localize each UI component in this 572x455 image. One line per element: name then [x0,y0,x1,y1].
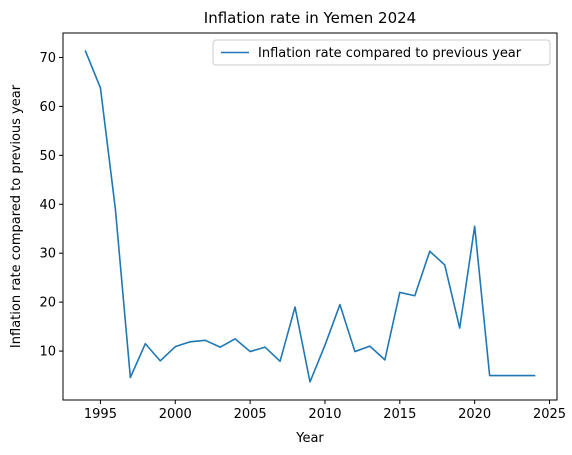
x-tick-label: 2000 [159,407,192,422]
series-line-0 [84,50,536,383]
y-tick-label: 40 [39,198,56,213]
y-tick-label: 20 [39,296,56,311]
y-tick-label: 30 [39,247,56,262]
x-tick-label: 2020 [458,407,491,422]
chart-title: Inflation rate in Yemen 2024 [204,9,416,27]
x-tick-label: 2025 [533,407,566,422]
legend: Inflation rate compared to previous year [212,39,551,66]
x-tick-label: 2010 [308,407,341,422]
x-tick-label: 1995 [84,407,117,422]
axes-frame [62,32,558,401]
plot-area: 1995 2000 2005 2010 2015 2020 2025 10 20 30 40 50 60… [39,32,566,422]
legend-label: Inflation rate compared to previous year [258,46,522,61]
x-tick-label: 2005 [234,407,267,422]
y-axis-label: Inflation rate compared to previous year [9,84,24,348]
y-tick-label: 10 [39,345,56,360]
y-tick-label: 50 [39,149,56,164]
x-axis-label: Year [295,431,324,446]
y-tick-label: 60 [39,100,56,115]
y-tick-label: 70 [39,51,56,66]
x-tick-label: 2015 [383,407,416,422]
legend-box [212,39,551,66]
